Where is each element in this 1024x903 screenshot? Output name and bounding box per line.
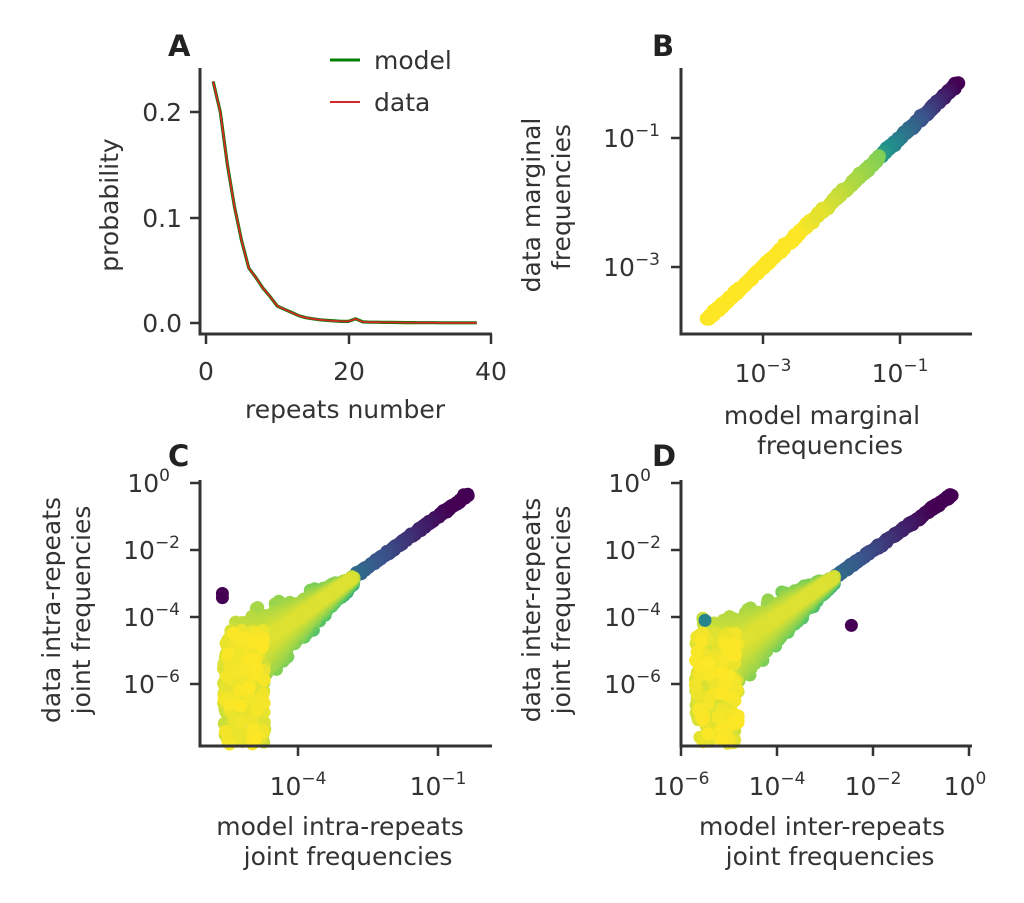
panel-b-ytick-1e-3: 10−3	[603, 250, 660, 282]
panel-d-ytick-1e-6: 10−6	[604, 667, 661, 699]
pc-data-point	[220, 669, 234, 683]
pd-data-point	[715, 732, 728, 746]
panel-a-ytick-1: 0.1	[142, 204, 182, 233]
pc-data-point	[321, 589, 335, 603]
panel-c-ytick-1e0: 100	[127, 466, 170, 498]
panel-d-y-ticks: 10−6 10−4 10−2 100	[604, 466, 681, 699]
panel-d-ytick-1e0: 100	[608, 466, 651, 498]
panel-a-x-ticks: 0 20 40	[198, 334, 507, 386]
panel-b-xtick-1e-3: 10−3	[735, 356, 792, 388]
pc-data-point	[234, 699, 248, 713]
pd-data-point	[690, 645, 704, 659]
panel-a-xtick-20: 20	[333, 357, 365, 386]
panel-a: A 0 20 40 0.0 0.1 0.2 repeats number pro…	[95, 29, 507, 424]
panel-c-plot-area	[215, 487, 475, 751]
panel-d-ytick-1e-4: 10−4	[604, 600, 661, 632]
pc-data-point	[255, 640, 269, 654]
panel-c-xtick-1e-4: 10−4	[270, 769, 327, 801]
panel-b-xlabel: model marginal frequencies	[724, 401, 920, 460]
panel-d: D 10−6 10−4 10−2 100 10−6 10−4 10−2 100 …	[517, 439, 986, 871]
panel-a-plot-area	[211, 81, 477, 325]
panel-c-xtick-1e-1: 10−1	[410, 769, 467, 801]
pc-data-point	[223, 737, 236, 751]
panel-b-letter: B	[652, 29, 674, 63]
pc-data-outlier	[457, 488, 471, 502]
pd-data-point	[731, 715, 745, 729]
pd-data-point	[814, 580, 828, 594]
panel-b-ytick-1e-1: 10−1	[603, 121, 660, 153]
pc-data-point	[298, 605, 312, 619]
panel-c-ytick-1e-6: 10−6	[123, 667, 180, 699]
pd-data-point	[773, 608, 787, 622]
panel-a-ytick-2: 0.2	[142, 98, 182, 127]
panel-a-ylabel: probability	[95, 138, 124, 272]
pc-data-point	[250, 662, 264, 676]
pd-data-point	[702, 656, 716, 670]
pd-data-outlier	[698, 613, 712, 627]
pc-data-point	[250, 703, 264, 716]
pc-data-point	[221, 647, 235, 661]
panel-c-xlabel: model intra-repeats joint frequencies	[216, 812, 464, 871]
series-data-line	[212, 81, 477, 324]
panel-a-legend: model data	[330, 46, 452, 117]
panel-c-x-ticks: 10−4 10−1	[270, 746, 467, 801]
pd-data-point	[715, 666, 729, 680]
panel-b-ylabel: data marginalfrequencies	[517, 118, 576, 293]
panel-b-point	[810, 206, 825, 221]
panel-c-letter: C	[168, 439, 189, 473]
panel-d-plot-area	[688, 488, 959, 750]
pc-data-point	[227, 627, 241, 640]
panel-a-xtick-40: 40	[475, 357, 507, 386]
panel-a-xlabel: repeats number	[245, 395, 446, 424]
pd-data-point	[696, 713, 710, 727]
panel-d-xtick-1e-4: 10−4	[749, 769, 806, 801]
panel-a-y-ticks: 0.0 0.1 0.2	[142, 98, 200, 338]
pc-data-point	[332, 581, 346, 595]
panel-c-ytick-1e-4: 10−4	[123, 600, 180, 632]
panel-b-plot-area	[699, 76, 966, 326]
panel-a-ytick-0: 0.0	[142, 309, 182, 338]
panel-d-ytick-1e-2: 10−2	[604, 533, 661, 565]
panel-b-xtick-1e-1: 10−1	[872, 356, 929, 388]
pc-data-point	[223, 698, 237, 711]
pd-data-point	[704, 667, 717, 681]
pc-data-point	[249, 731, 263, 745]
panel-d-xtick-1e-6: 10−6	[653, 769, 710, 801]
panel-b-xlabel-text-2: frequencies	[757, 431, 903, 460]
panel-d-xtick-1e0: 100	[944, 769, 987, 801]
panel-d-xtick-1e-2: 10−2	[845, 769, 902, 801]
panel-d-ylabel: data inter-repeatsjoint frequencies	[517, 498, 576, 722]
panel-c-ytick-1e-2: 10−2	[123, 533, 180, 565]
pd-data-point	[714, 687, 728, 701]
pd-data-point	[793, 594, 807, 608]
pc-data-point	[276, 621, 290, 635]
panel-c-y-ticks: 10−6 10−4 10−2 100	[123, 466, 200, 699]
panel-c: C 10−4 10−1 10−6 10−4 10−2 100 model int…	[37, 439, 492, 871]
pc-data-outlier	[215, 587, 229, 600]
pd-data-point	[701, 727, 715, 741]
panel-d-x-ticks: 10−6 10−4 10−2 100	[653, 746, 987, 801]
panel-a-letter: A	[168, 29, 191, 63]
legend-model-label: model	[374, 46, 452, 75]
pd-data-point	[728, 648, 742, 662]
panel-b: B 10−3 10−1 10−3 10−1 model marginal freq…	[517, 29, 972, 460]
panel-b-y-ticks: 10−3 10−1	[603, 121, 681, 282]
pc-data-point	[218, 724, 232, 738]
pd-data-point	[695, 634, 709, 648]
pc-data-point	[242, 680, 256, 694]
pc-data-point	[233, 715, 247, 729]
pd-data-outlier	[844, 618, 858, 632]
panel-d-xlabel: model inter-repeats joint frequencies	[699, 812, 945, 871]
panel-b-xlabel-text: model marginal	[724, 401, 920, 430]
panel-a-xtick-0: 0	[198, 357, 214, 386]
pd-data-point	[729, 627, 742, 641]
series-model-line	[211, 81, 477, 325]
panel-c-ylabel: data intra-repeatsjoint frequencies	[37, 497, 96, 723]
legend-data-label: data	[374, 88, 430, 117]
panel-d-letter: D	[652, 439, 676, 473]
panel-b-x-ticks: 10−3 10−1	[735, 334, 929, 388]
pd-data-point	[711, 710, 725, 724]
pd-data-outlier	[943, 488, 957, 502]
